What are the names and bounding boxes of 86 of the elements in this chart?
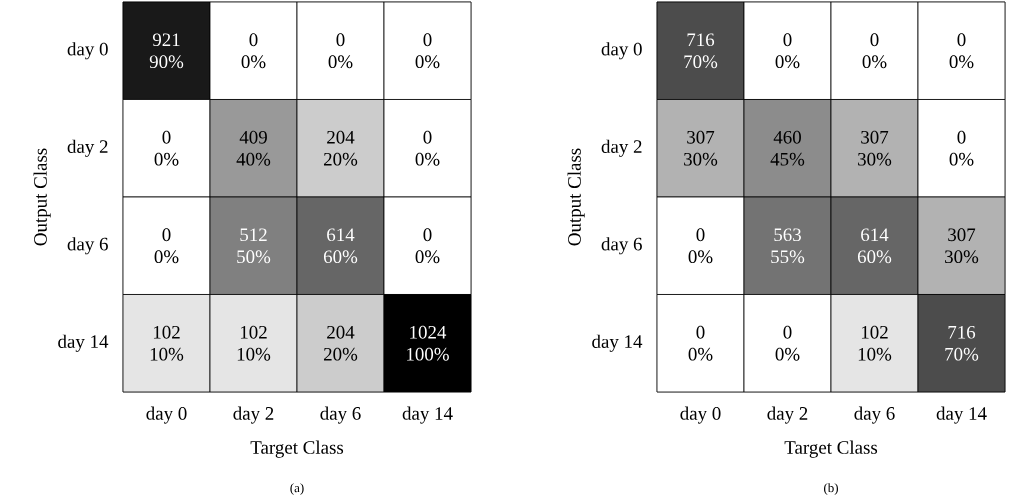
data-label: 204: [327, 130, 355, 144]
annotation: 0%: [949, 152, 974, 166]
y-tick-label: day 0: [601, 42, 642, 60]
annotation: 70%: [684, 55, 718, 69]
y-tick-label: day 6: [601, 237, 642, 255]
data-label: 102: [240, 325, 267, 339]
annotation: 0%: [241, 55, 266, 69]
x-tick-label: day 0: [146, 406, 187, 424]
text: (b): [824, 483, 838, 495]
annotation: 50%: [237, 250, 271, 264]
data-label: 307: [948, 228, 976, 242]
data-label: 307: [861, 130, 889, 144]
x-tick-label: day 14: [402, 406, 453, 424]
data-label: 0: [249, 33, 258, 47]
annotation: 0%: [415, 250, 440, 264]
annotation: 60%: [857, 250, 892, 264]
x-tick-label: day 2: [233, 406, 274, 424]
annotation: 100%: [407, 347, 449, 361]
data-label: 0: [696, 228, 705, 242]
annotation: 0%: [154, 152, 179, 166]
annotation: 0%: [415, 55, 440, 69]
annotation: 40%: [236, 152, 271, 166]
data-label: 0: [423, 130, 432, 144]
data-label: 0: [957, 130, 966, 144]
annotation: 0%: [949, 55, 974, 69]
data-label: 0: [783, 33, 792, 47]
annotation: 0%: [688, 250, 713, 264]
annotation: 10%: [237, 347, 271, 361]
annotation: 55%: [771, 250, 805, 264]
data-label: 102: [153, 325, 180, 339]
annotation: 10%: [150, 347, 184, 361]
y-axis-title: Output Class: [567, 148, 585, 246]
x-tick-label: day 6: [320, 406, 361, 424]
data-label: 204: [327, 325, 355, 339]
annotation: 0%: [154, 250, 179, 264]
y-tick-label: day 14: [58, 334, 109, 352]
x-tick-label: day 2: [767, 406, 808, 424]
annotation: 20%: [323, 347, 358, 361]
annotation: 30%: [684, 152, 718, 166]
data-label: 716: [687, 33, 715, 47]
x-tick-label: day 14: [936, 406, 987, 424]
data-label: 614: [861, 228, 889, 242]
annotation: 30%: [945, 250, 979, 264]
data-label: 0: [423, 33, 432, 47]
data-label: 563: [774, 228, 801, 242]
data-label: 307: [687, 130, 715, 144]
data-label: 1024: [410, 325, 447, 339]
text: (a): [290, 483, 304, 495]
annotation: 0%: [415, 152, 440, 166]
annotation: 0%: [328, 55, 353, 69]
data-label: 921: [152, 33, 180, 47]
annotation: 70%: [945, 347, 979, 361]
annotation: 20%: [323, 152, 358, 166]
annotation: 0%: [862, 55, 887, 69]
data-label: 716: [948, 325, 976, 339]
y-tick-label: day 0: [67, 42, 108, 60]
y-axis-title: Output Class: [33, 148, 51, 246]
data-label: 0: [783, 325, 792, 339]
y-tick-label: day 6: [67, 237, 108, 255]
y-tick-label: day 2: [601, 139, 642, 157]
data-label: 0: [423, 228, 432, 242]
annotation: 0%: [775, 347, 800, 361]
data-label: 0: [162, 228, 171, 242]
x-tick-label: day 0: [680, 406, 721, 424]
data-label: 0: [696, 325, 705, 339]
y-tick-label: day 14: [592, 334, 643, 352]
x-axis-title: Target Class: [784, 440, 878, 458]
data-label: 409: [239, 130, 267, 144]
data-label: 460: [773, 130, 801, 144]
annotation: 0%: [775, 55, 800, 69]
annotation: 60%: [323, 250, 358, 264]
annotation: 30%: [858, 152, 892, 166]
annotation: 90%: [149, 55, 184, 69]
y-tick-label: day 2: [67, 139, 108, 157]
data-label: 0: [957, 33, 966, 47]
annotation: 45%: [770, 152, 805, 166]
data-label: 512: [240, 228, 267, 242]
data-label: 0: [162, 130, 171, 144]
data-label: 614: [327, 228, 355, 242]
annotation: 0%: [688, 347, 713, 361]
data-label: 102: [861, 325, 888, 339]
x-tick-label: day 6: [854, 406, 895, 424]
data-label: 0: [336, 33, 345, 47]
x-axis-title: Target Class: [250, 440, 344, 458]
data-label: 0: [870, 33, 879, 47]
annotation: 10%: [858, 347, 892, 361]
